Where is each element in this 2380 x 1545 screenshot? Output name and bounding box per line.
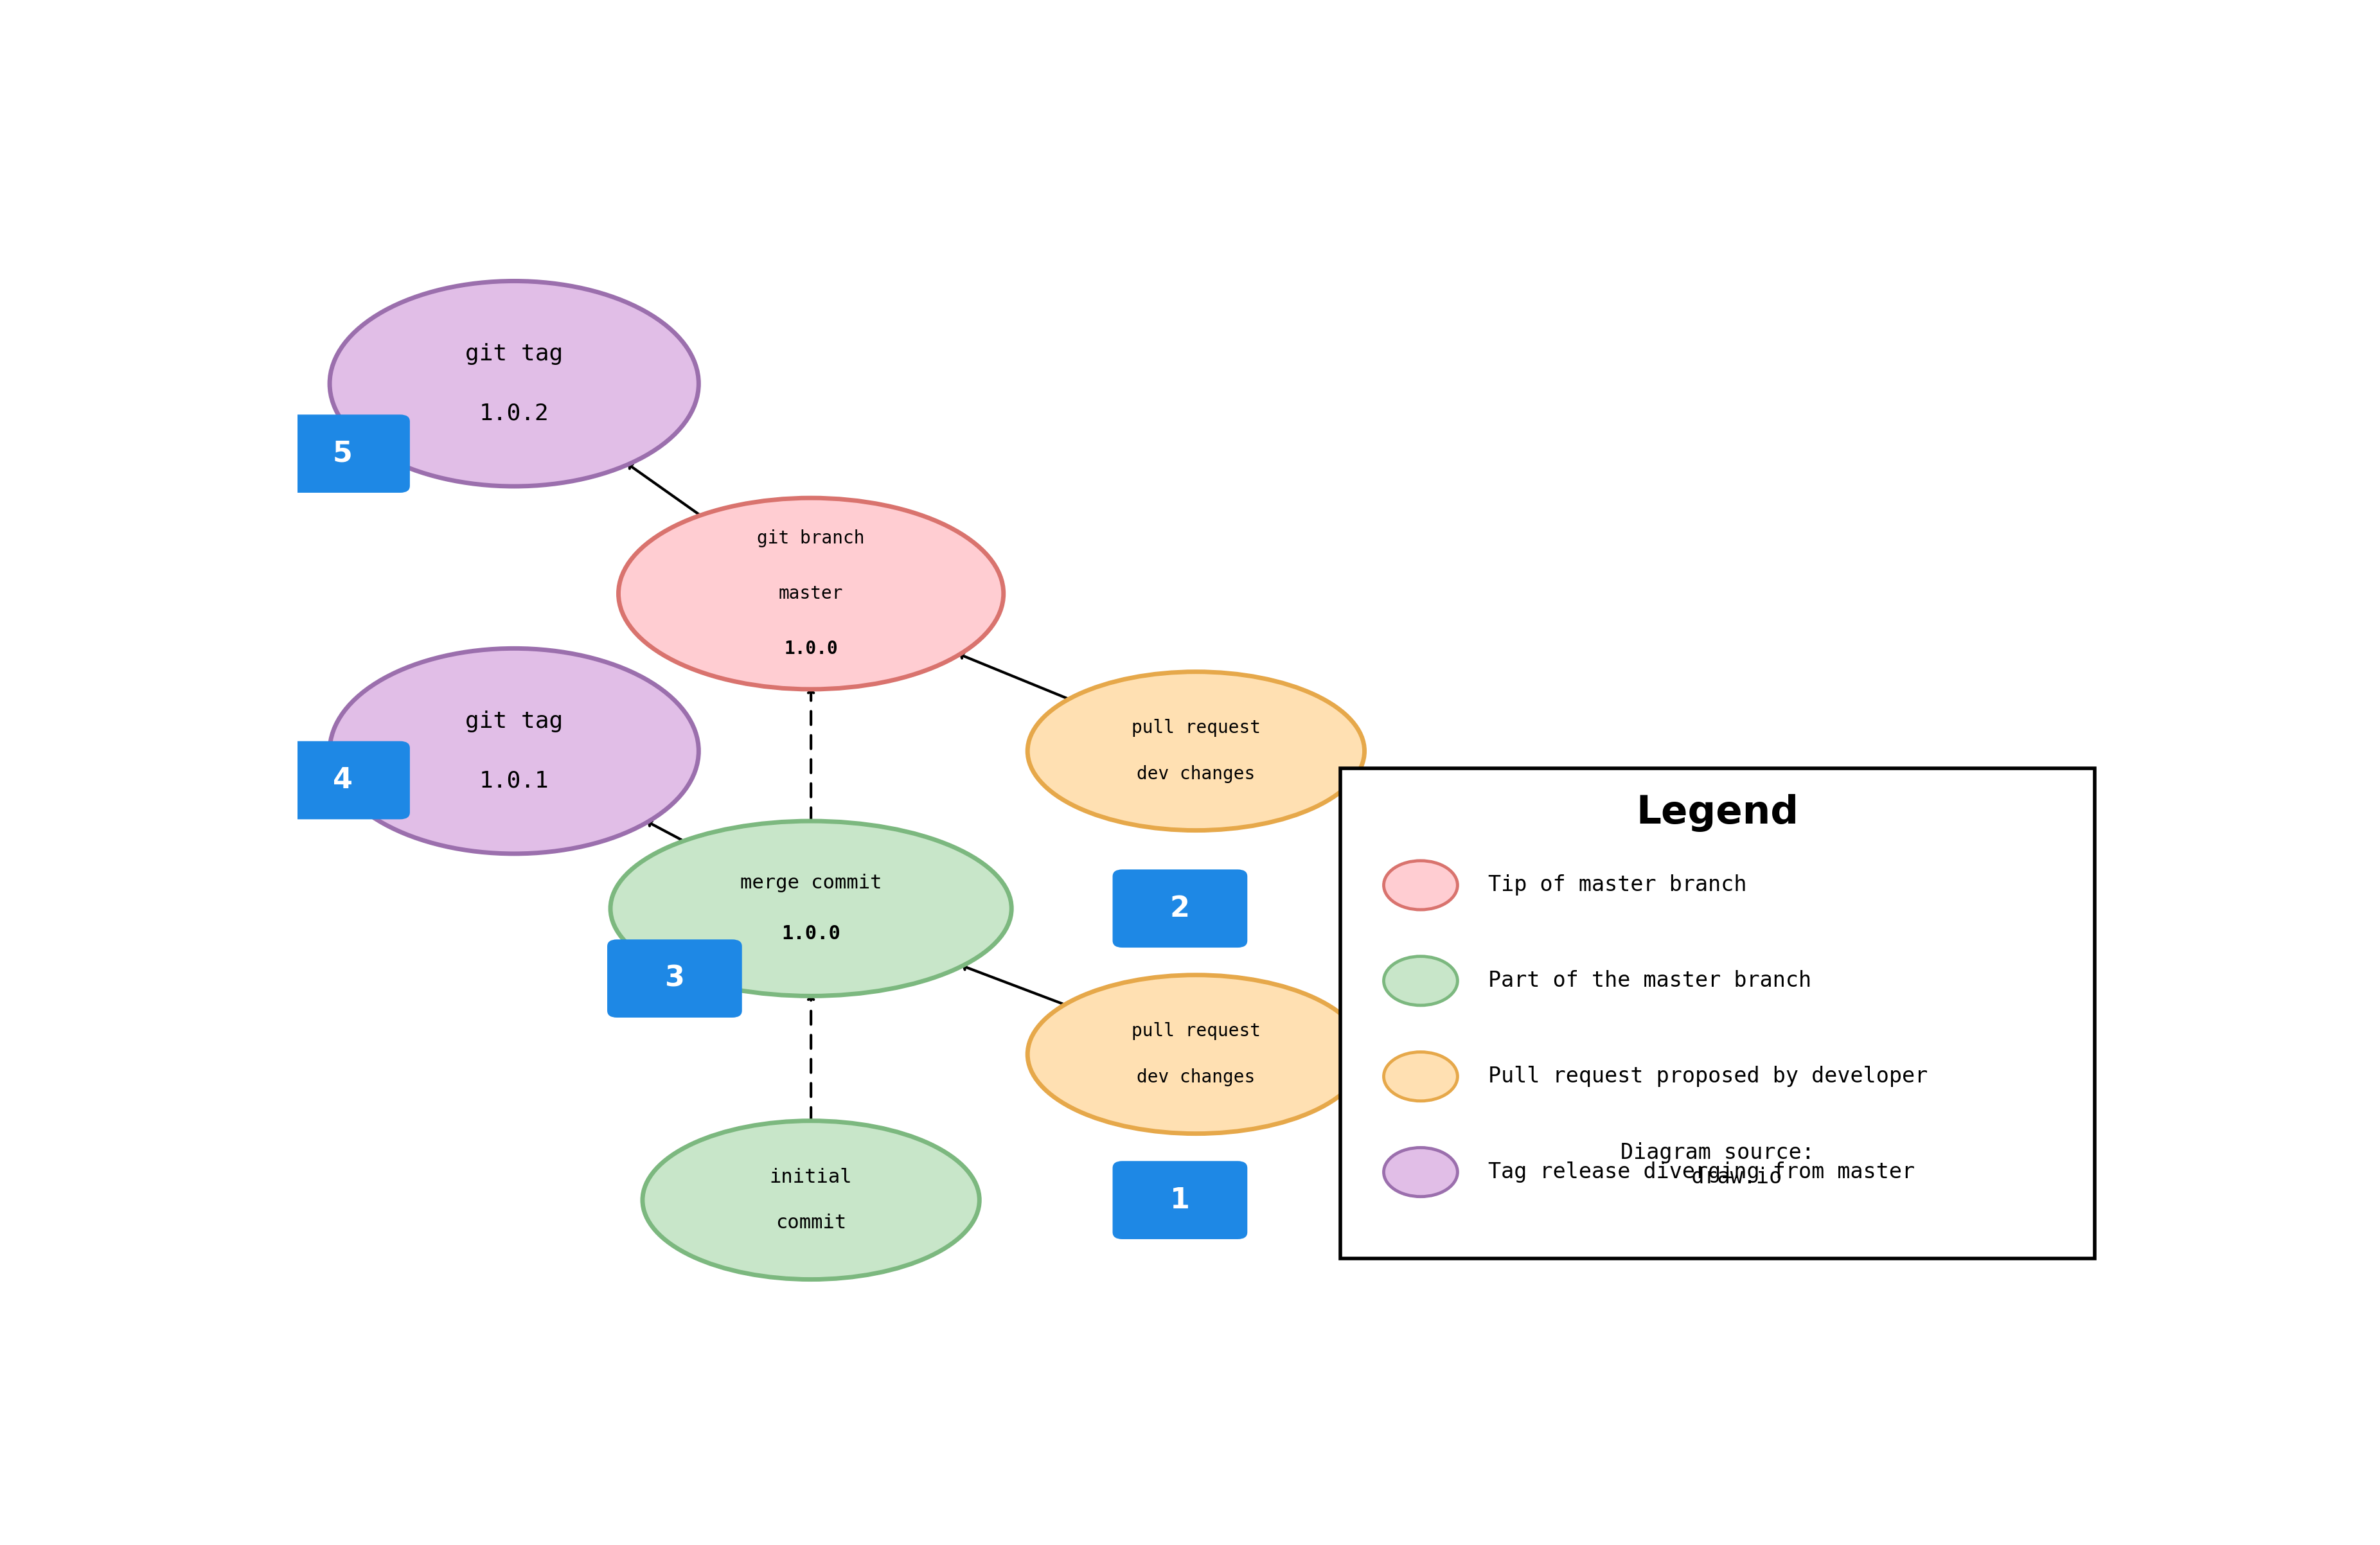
Text: Diagram source:
   draw.io: Diagram source: draw.io	[1621, 1142, 1814, 1188]
Ellipse shape	[1383, 1148, 1457, 1196]
Ellipse shape	[328, 281, 697, 487]
FancyBboxPatch shape	[276, 742, 409, 819]
Text: Tip of master branch: Tip of master branch	[1487, 874, 1747, 896]
Ellipse shape	[328, 649, 697, 854]
Ellipse shape	[619, 497, 1004, 689]
Ellipse shape	[1028, 672, 1364, 830]
Text: git tag: git tag	[464, 343, 564, 365]
Text: 1: 1	[1169, 1187, 1190, 1214]
Text: 4: 4	[333, 766, 352, 794]
Text: 1.0.2: 1.0.2	[478, 403, 550, 425]
Ellipse shape	[1028, 975, 1364, 1134]
Text: 3: 3	[664, 964, 685, 992]
Text: dev changes: dev changes	[1138, 765, 1254, 783]
Ellipse shape	[1383, 1052, 1457, 1102]
Text: git tag: git tag	[464, 711, 564, 732]
Ellipse shape	[1383, 956, 1457, 1006]
Text: initial: initial	[769, 1168, 852, 1187]
Text: master: master	[778, 584, 843, 603]
Text: pull request: pull request	[1130, 1023, 1261, 1040]
FancyBboxPatch shape	[607, 939, 743, 1018]
Text: Tag release diverging from master: Tag release diverging from master	[1487, 1162, 1914, 1183]
Ellipse shape	[643, 1120, 978, 1279]
FancyBboxPatch shape	[1111, 1160, 1247, 1239]
Text: 1.0.1: 1.0.1	[478, 769, 550, 791]
FancyBboxPatch shape	[1340, 768, 2094, 1259]
Ellipse shape	[1383, 861, 1457, 910]
Text: merge commit: merge commit	[740, 874, 881, 893]
Text: 1.0.0: 1.0.0	[783, 640, 838, 658]
Text: pull request: pull request	[1130, 718, 1261, 737]
FancyBboxPatch shape	[276, 414, 409, 493]
Text: 2: 2	[1169, 895, 1190, 922]
FancyBboxPatch shape	[1111, 870, 1247, 947]
Text: Part of the master branch: Part of the master branch	[1487, 970, 1811, 992]
Ellipse shape	[609, 820, 1011, 997]
Text: commit: commit	[776, 1214, 847, 1233]
Text: 5: 5	[333, 440, 352, 468]
Text: dev changes: dev changes	[1138, 1068, 1254, 1086]
Text: Legend: Legend	[1635, 794, 1799, 831]
Text: git branch: git branch	[757, 528, 864, 547]
Text: 1.0.0: 1.0.0	[781, 924, 840, 942]
Text: Pull request proposed by developer: Pull request proposed by developer	[1487, 1066, 1928, 1088]
